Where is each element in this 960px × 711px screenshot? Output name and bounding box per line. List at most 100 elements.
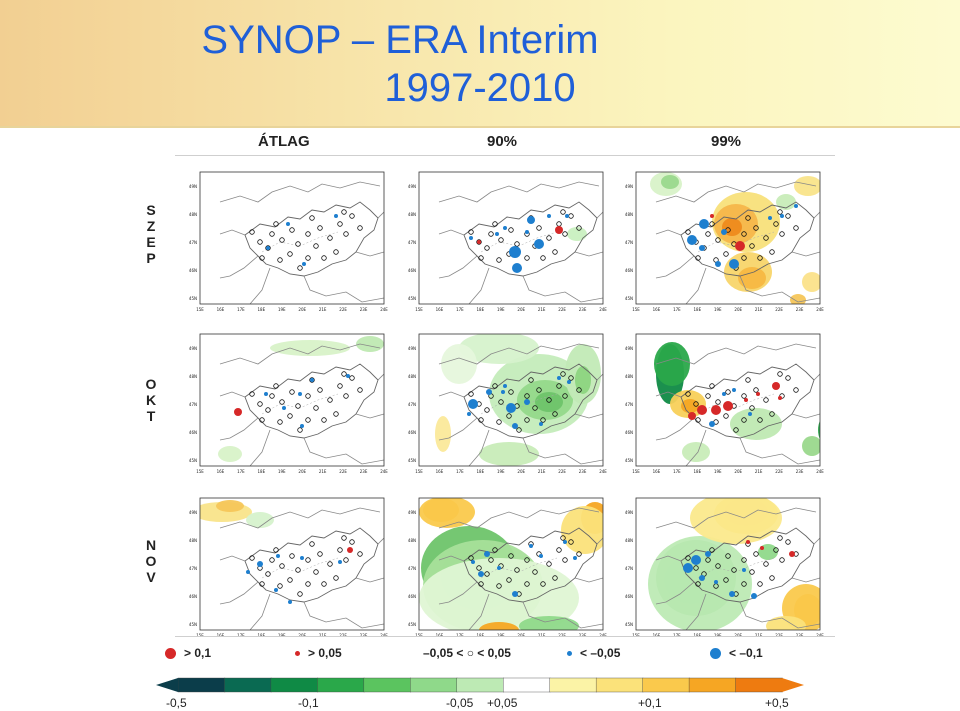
station-marker: [321, 255, 327, 261]
column-header-99: 99%: [711, 133, 742, 150]
station-signal: [539, 554, 543, 558]
country-border: [813, 537, 820, 545]
lat-tick-label: 45N: [408, 622, 416, 627]
country-border: [377, 373, 384, 381]
station-marker: [779, 393, 785, 399]
station-signal: [338, 560, 342, 564]
anomaly-contour: [776, 194, 796, 210]
small-blue-dot-icon: [567, 651, 572, 657]
map-panel-szep-atlag: 49N 48N 47N 46N 45N 15E 16E 17E 18E 19E 20E 21E 22E 2…: [178, 166, 388, 314]
lon-tick-label: 22E: [775, 307, 783, 312]
station-marker: [357, 387, 363, 393]
station-marker: [492, 221, 498, 227]
station-signal: [512, 423, 518, 429]
station-signal: [503, 226, 507, 230]
hungary-outline: [463, 201, 598, 277]
lon-tick-label: 20E: [734, 307, 742, 312]
large-red-dot-icon: [165, 648, 176, 660]
station-marker: [259, 255, 265, 261]
anomaly-contour: [722, 218, 742, 236]
station-signal: [506, 403, 516, 413]
anomaly-contour: [738, 267, 766, 289]
lon-tick-label: 16E: [217, 307, 225, 312]
lon-tick-label: 24E: [816, 633, 824, 638]
station-marker: [556, 547, 562, 553]
map-panel-nov-atlag: 49N 48N 47N 46N 45N 15E 16E 17E 18E 19E 20E 21E 22E 2…: [178, 492, 388, 640]
station-signal: [567, 380, 571, 384]
country-border: [813, 373, 820, 381]
station-marker: [532, 405, 538, 411]
lat-tick-label: 45N: [189, 458, 197, 463]
station-marker: [313, 569, 319, 575]
station-marker: [741, 581, 747, 587]
lon-tick-label: 20E: [734, 633, 742, 638]
station-marker: [327, 235, 333, 241]
station-marker: [269, 231, 275, 237]
station-marker: [576, 551, 582, 557]
station-signal: [547, 214, 551, 218]
station-marker: [343, 557, 349, 563]
station-marker: [524, 255, 530, 261]
station-marker: [305, 393, 311, 399]
lon-tick-label: 18E: [258, 307, 266, 312]
anomaly-contour: [216, 500, 244, 512]
station-marker: [279, 399, 285, 405]
station-marker: [349, 213, 355, 219]
country-border: [739, 601, 820, 629]
lon-tick-label: 21E: [319, 307, 327, 312]
lon-tick-label: 20E: [734, 469, 742, 474]
anomaly-contour: [356, 336, 384, 352]
station-signal: [534, 239, 544, 249]
station-marker: [277, 257, 283, 263]
station-marker: [528, 377, 534, 383]
lon-tick-label: 22E: [339, 633, 347, 638]
lat-tick-label: 49N: [189, 184, 197, 189]
title-banner: SYNOP – ERA Interim 1997-2010: [0, 0, 960, 128]
station-marker: [516, 427, 522, 433]
station-marker: [265, 407, 271, 413]
lon-tick-label: 24E: [599, 307, 607, 312]
station-signal: [300, 556, 304, 560]
lat-tick-label: 46N: [408, 594, 416, 599]
station-marker: [506, 577, 512, 583]
county-lines: [261, 393, 339, 415]
station-marker: [341, 209, 347, 215]
station-marker: [723, 413, 729, 419]
station-marker: [357, 551, 363, 557]
lat-tick-label: 47N: [625, 566, 633, 571]
colorbar-swatch: [317, 677, 365, 693]
station-marker: [576, 225, 582, 231]
country-border: [303, 437, 384, 465]
station-marker: [524, 393, 530, 399]
station-signal: [699, 219, 709, 229]
hungary-outline: [680, 363, 815, 439]
anomaly-contour: [575, 366, 591, 394]
station-marker: [287, 577, 293, 583]
station-signal: [751, 593, 757, 599]
station-signal: [760, 546, 764, 550]
country-border: [249, 267, 271, 304]
lon-tick-label: 16E: [436, 307, 444, 312]
station-signal: [471, 560, 475, 564]
lon-tick-label: 20E: [298, 307, 306, 312]
station-marker: [484, 245, 490, 251]
map-frame: [418, 171, 604, 305]
colorbar-min-arrow: [156, 678, 178, 692]
country-border: [655, 555, 682, 562]
lon-tick-label: 15E: [415, 469, 423, 474]
country-border: [219, 181, 381, 203]
station-marker: [508, 389, 514, 395]
station-marker: [741, 255, 747, 261]
station-marker: [715, 399, 721, 405]
country-border: [685, 267, 707, 304]
lat-tick-label: 49N: [189, 510, 197, 515]
lon-tick-label: 15E: [196, 633, 204, 638]
station-signal: [699, 575, 705, 581]
station-marker: [793, 225, 799, 231]
legend-item-small-red: > 0,05: [295, 646, 342, 660]
station-signal: [310, 378, 314, 382]
station-signal: [300, 424, 304, 428]
station-signal: [714, 580, 718, 584]
station-marker: [562, 557, 568, 563]
station-marker: [540, 417, 546, 423]
